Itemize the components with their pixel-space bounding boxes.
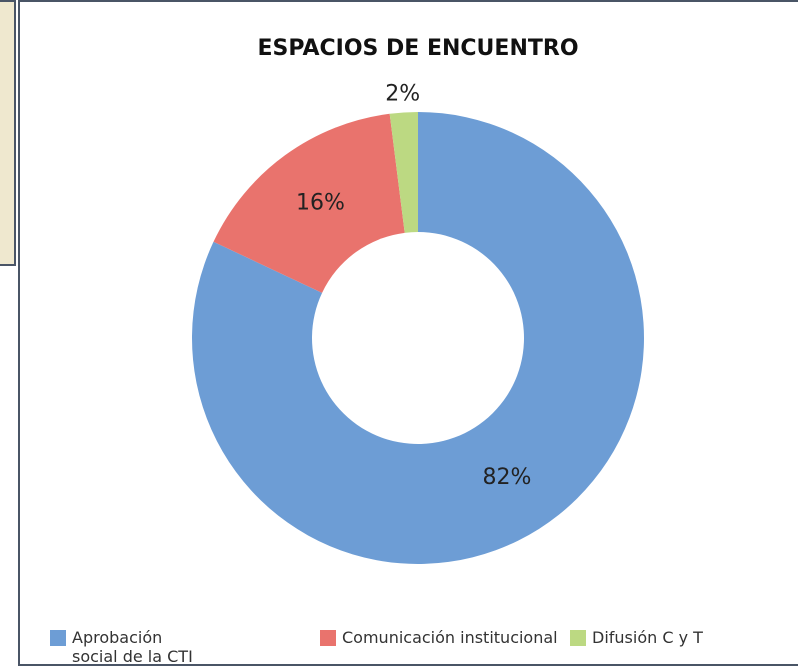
legend-swatch — [50, 630, 66, 646]
legend: Aprobación social de la CTI Comunicación … — [50, 628, 790, 664]
legend-label: Aprobación social de la CTI — [72, 628, 210, 666]
chart: ESPACIOS DE ENCUENTRO 82% 16% 2% — [0, 0, 798, 628]
data-label: 2% — [385, 81, 420, 106]
legend-item: Aprobación social de la CTI — [50, 628, 210, 666]
chart-title: ESPACIOS DE ENCUENTRO — [257, 36, 578, 61]
data-label: 82% — [482, 465, 531, 490]
legend-label: Comunicación institucional — [342, 628, 558, 647]
data-label: 16% — [296, 191, 345, 216]
legend-swatch — [570, 630, 586, 646]
legend-label: Difusión C y T — [592, 628, 703, 647]
page: ESPACIOS DE ENCUENTRO 82% 16% 2% Aprobació… — [0, 0, 798, 664]
legend-item: Comunicación institucional — [320, 628, 560, 647]
legend-swatch — [320, 630, 336, 646]
legend-item: Difusión C y T — [570, 628, 770, 647]
